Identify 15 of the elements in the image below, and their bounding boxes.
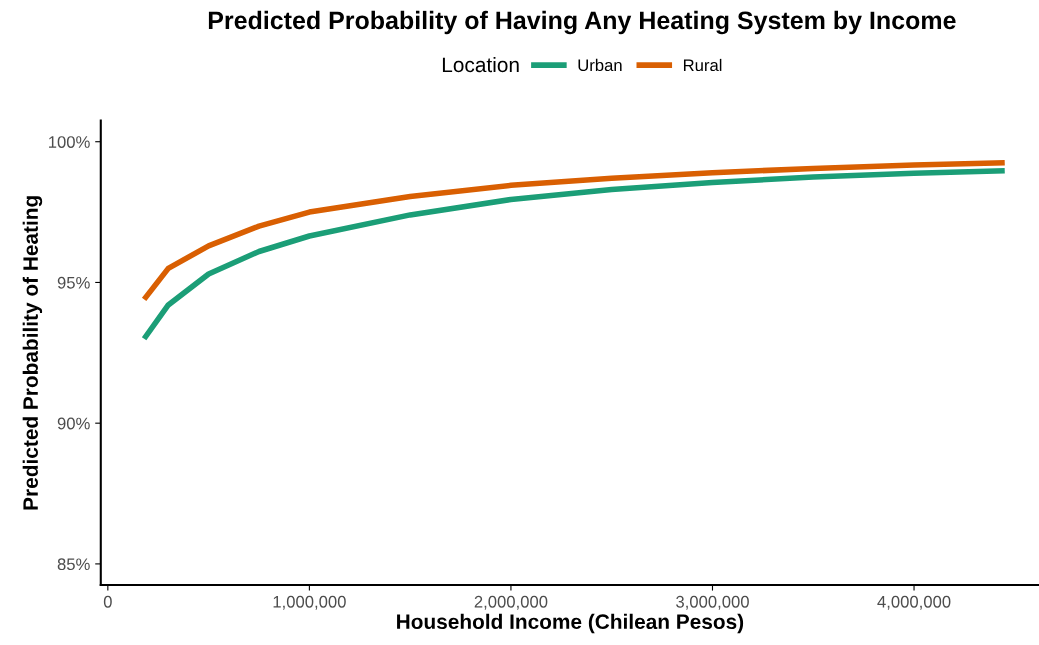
y-tick-label: 95% <box>57 276 90 289</box>
x-tick-label: 3,000,000 <box>676 595 749 610</box>
y-axis-title: Predicted Probability of Heating <box>22 196 43 510</box>
y-tick-label: 85% <box>57 558 90 571</box>
y-tick-label: 90% <box>57 417 90 430</box>
chart-title: Predicted Probability of Having Any Heating System by Income <box>208 10 956 35</box>
x-tick-label: 1,000,000 <box>273 595 346 610</box>
legend-title: Location <box>442 56 519 73</box>
legend-label: Rural <box>683 58 722 72</box>
y-tick-label: 100% <box>49 136 90 148</box>
x-tick-label: 2,000,000 <box>474 595 548 610</box>
x-tick-label: 4,000,000 <box>877 595 951 610</box>
x-tick-label: 0 <box>103 595 112 608</box>
legend-label: Urban <box>578 58 622 72</box>
x-axis-title: Household Income (Chilean Pesos) <box>397 613 744 634</box>
